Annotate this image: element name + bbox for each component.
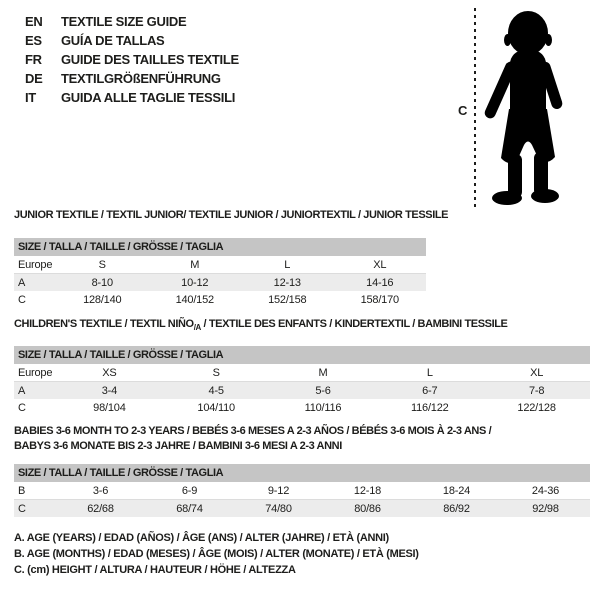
cell: 98/104 (93, 401, 126, 414)
cell: 92/98 (501, 499, 590, 517)
footnote-c: C. (cm) HEIGHT / ALTURA / HAUTEUR / HÖHE… (14, 564, 296, 576)
row-label: C (18, 293, 26, 306)
table-row-height: C 62/68 68/74 74/80 80/86 86/92 92/98 (14, 499, 590, 517)
language-title: GUÍA DE TALLAS (61, 33, 165, 48)
cell: 14-16 (333, 273, 426, 291)
row-label: Europe (14, 256, 56, 274)
size-header-label: SIZE / TALLA / TAILLE / GRÖSSE / TAGLIA (14, 464, 590, 482)
table-row-height: C 98/104 104/110 110/116 116/122 122/128 (14, 399, 590, 416)
language-title-list: EN TEXTILE SIZE GUIDE ES GUÍA DE TALLAS … (25, 12, 239, 107)
row-label: C (18, 401, 26, 414)
legend-footnotes: A. AGE (YEARS) / EDAD (AÑOS) / ÂGE (ANS)… (14, 530, 419, 578)
cell: 122/128 (517, 401, 556, 414)
footnote-b: B. AGE (MONTHS) / EDAD (MESES) / ÂGE (MO… (14, 548, 419, 560)
row-label: B (14, 482, 56, 500)
cell: 3-4 (56, 381, 163, 399)
cell: L (241, 256, 334, 274)
table-row-age: A 3-4 4-5 5-6 6-7 7-8 (14, 381, 590, 399)
cell: L (376, 364, 484, 382)
table-row-age-months: B 3-6 6-9 9-12 12-18 18-24 24-36 (14, 482, 590, 500)
babies-size-table: SIZE / TALLA / TAILLE / GRÖSSE / TAGLIA … (14, 464, 590, 517)
language-row-it: IT GUIDA ALLE TAGLIE TESSILI (25, 88, 239, 107)
cell: M (269, 364, 377, 382)
cell: 116/122 (411, 401, 449, 414)
baby-silhouette-icon (484, 11, 563, 205)
cell: 3-6 (56, 482, 145, 500)
cell: 104/110 (197, 401, 235, 414)
cell: 152/158 (268, 293, 307, 306)
children-title-suffix: / TEXTILE DES ENFANTS / KINDERTEXTIL / B… (200, 318, 508, 330)
children-section-title: CHILDREN'S TEXTILE / TEXTIL NIÑO/A / TEX… (14, 317, 508, 335)
cell: 12-13 (241, 273, 334, 291)
row-label: A (14, 381, 56, 399)
table-row-height: C 128/140 140/152 152/158 158/170 (14, 291, 426, 308)
cell: 9-12 (234, 482, 323, 500)
language-row-es: ES GUÍA DE TALLAS (25, 31, 239, 50)
height-measure-label: C (458, 103, 468, 118)
cell: M (148, 256, 241, 274)
junior-section-title: JUNIOR TEXTILE / TEXTIL JUNIOR/ TEXTILE … (14, 209, 449, 221)
cell: 10-12 (148, 273, 241, 291)
cell: 74/80 (234, 499, 323, 517)
cell: 86/92 (412, 499, 501, 517)
cell: XL (333, 256, 426, 274)
language-row-de: DE TEXTILGRÖßENFÜHRUNG (25, 69, 239, 88)
cell: 24-36 (501, 482, 590, 500)
junior-size-table: SIZE / TALLA / TAILLE / GRÖSSE / TAGLIA … (14, 238, 426, 308)
language-title: GUIDE DES TAILLES TEXTILE (61, 52, 239, 67)
table-row-europe: Europe S M L XL (14, 256, 426, 274)
language-code: EN (25, 14, 43, 29)
language-code: IT (25, 90, 36, 105)
row-label: A (14, 273, 56, 291)
babies-title-line2: BABYS 3-6 MONATE BIS 2-3 JAHRE / BAMBINI… (14, 440, 342, 452)
cell: 7-8 (483, 381, 590, 399)
language-code: FR (25, 52, 42, 67)
cell: 6-9 (145, 482, 234, 500)
cell: 6-7 (376, 381, 484, 399)
cell: 62/68 (56, 499, 145, 517)
children-size-table: SIZE / TALLA / TAILLE / GRÖSSE / TAGLIA … (14, 346, 590, 416)
row-label: C (14, 499, 56, 517)
table-row-europe: Europe XS S M L XL (14, 364, 590, 382)
cell: 68/74 (145, 499, 234, 517)
cell: 158/170 (360, 293, 400, 306)
table-size-header-bar: SIZE / TALLA / TAILLE / GRÖSSE / TAGLIA (14, 346, 590, 364)
footnote-a: A. AGE (YEARS) / EDAD (AÑOS) / ÂGE (ANS)… (14, 532, 389, 544)
language-row-fr: FR GUIDE DES TAILLES TEXTILE (25, 50, 239, 69)
cell: 140/152 (175, 293, 215, 306)
language-row-en: EN TEXTILE SIZE GUIDE (25, 12, 239, 31)
size-header-label: SIZE / TALLA / TAILLE / GRÖSSE / TAGLIA (14, 346, 590, 364)
cell: 8-10 (56, 273, 149, 291)
cell: 80/86 (323, 499, 412, 517)
table-size-header-bar: SIZE / TALLA / TAILLE / GRÖSSE / TAGLIA (14, 238, 426, 256)
table-row-age: A 8-10 10-12 12-13 14-16 (14, 273, 426, 291)
children-title-subscript: /A (193, 323, 202, 333)
cell: S (162, 364, 270, 382)
language-title: GUIDA ALLE TAGLIE TESSILI (61, 90, 236, 105)
size-header-label: SIZE / TALLA / TAILLE / GRÖSSE / TAGLIA (14, 238, 426, 256)
cell: 18-24 (412, 482, 501, 500)
cell: S (56, 256, 149, 274)
cell: 12-18 (323, 482, 412, 500)
babies-title-line1: BABIES 3-6 MONTH TO 2-3 YEARS / BEBÉS 3-… (14, 425, 492, 437)
children-title-prefix: CHILDREN'S TEXTILE / TEXTIL NIÑO (14, 318, 194, 330)
babies-section-title: BABIES 3-6 MONTH TO 2-3 YEARS / BEBÉS 3-… (14, 424, 492, 454)
cell: 5-6 (269, 381, 377, 399)
language-code: DE (25, 71, 43, 86)
cell: 4-5 (162, 381, 270, 399)
cell: XL (483, 364, 590, 382)
cell: 128/140 (83, 293, 122, 306)
language-title: TEXTILGRÖßENFÜHRUNG (61, 71, 221, 86)
language-code: ES (25, 33, 42, 48)
height-measure-dotted-line (474, 8, 476, 210)
table-size-header-bar: SIZE / TALLA / TAILLE / GRÖSSE / TAGLIA (14, 464, 590, 482)
cell: 110/116 (304, 401, 342, 414)
language-title: TEXTILE SIZE GUIDE (61, 14, 187, 29)
cell: XS (56, 364, 163, 382)
row-label: Europe (14, 364, 56, 382)
